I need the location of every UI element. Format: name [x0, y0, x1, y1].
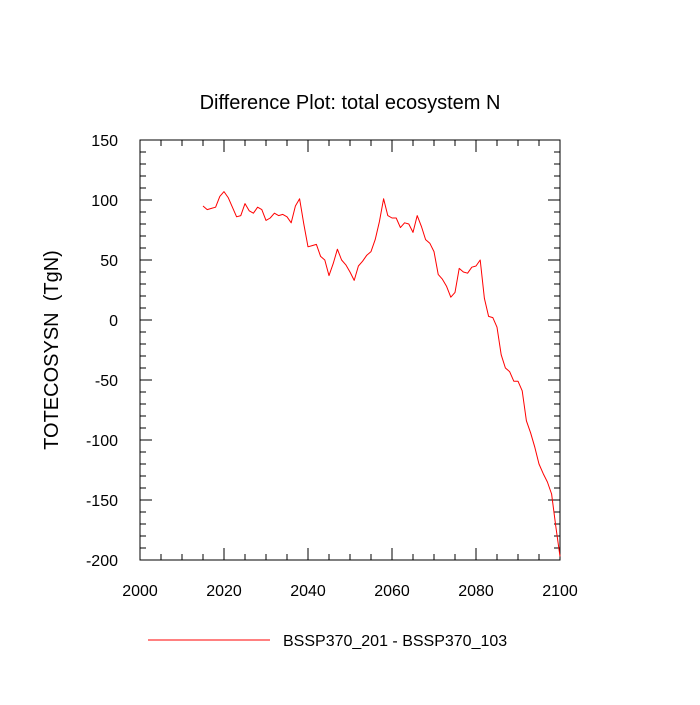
plot-area — [139, 139, 561, 561]
y-axis-title: TOTECOSYSN (TgN) — [41, 250, 63, 450]
y-tick-label: 0 — [109, 313, 118, 330]
y-tick-label: -50 — [95, 373, 118, 390]
series-layer — [202, 191, 561, 557]
chart-title: Difference Plot: total ecosystem N — [200, 92, 501, 114]
y-tick-labels: 150 100 50 0 -50 -100 -150 -200 — [86, 133, 118, 570]
x-axis-ticks — [139, 140, 561, 560]
x-tick-labels: 2000 2020 2040 2060 2080 2100 — [122, 583, 578, 600]
y-tick-label: 150 — [91, 133, 118, 150]
y-tick-label: 100 — [91, 193, 118, 210]
plot-frame — [139, 139, 561, 561]
series-line — [202, 191, 561, 557]
x-tick-label: 2100 — [542, 583, 578, 600]
y-tick-label: 50 — [100, 253, 118, 270]
legend: BSSP370_201 - BSSP370_103 — [148, 633, 507, 650]
legend-label: BSSP370_201 - BSSP370_103 — [283, 633, 507, 650]
y-tick-label: -150 — [86, 493, 118, 510]
x-tick-label: 2080 — [458, 583, 494, 600]
y-tick-label: -100 — [86, 433, 118, 450]
x-tick-label: 2040 — [290, 583, 326, 600]
x-tick-label: 2000 — [122, 583, 158, 600]
y-tick-label: -200 — [86, 553, 118, 570]
x-tick-label: 2060 — [374, 583, 410, 600]
y-axis-ticks — [140, 139, 560, 561]
x-tick-label: 2020 — [206, 583, 242, 600]
